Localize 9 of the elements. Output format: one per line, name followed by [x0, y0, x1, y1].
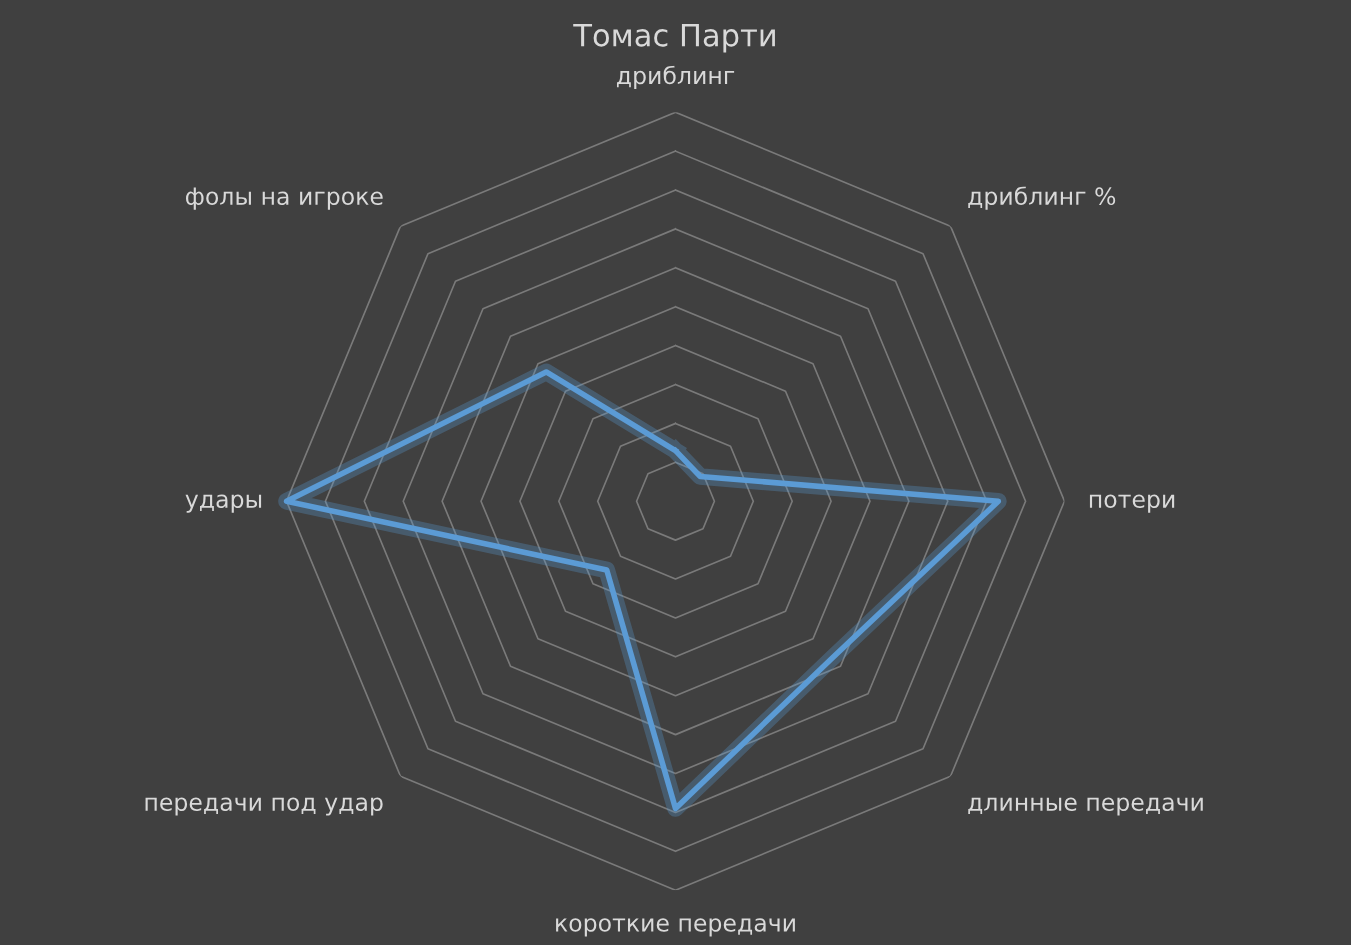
chart-title: Томас Парти [573, 23, 775, 53]
spoke-label: фолы на игроке [185, 187, 383, 210]
spoke-label: дриблинг % [968, 186, 1116, 210]
spoke-label: удары [185, 494, 262, 513]
spoke-label: длинные передачи [968, 797, 1203, 816]
spoke-label: потери [1089, 494, 1175, 513]
spoke-label: короткие передачи [556, 918, 795, 937]
spoke-label: дриблинг [616, 65, 735, 89]
spoke-label: передачи под удар [145, 797, 383, 816]
